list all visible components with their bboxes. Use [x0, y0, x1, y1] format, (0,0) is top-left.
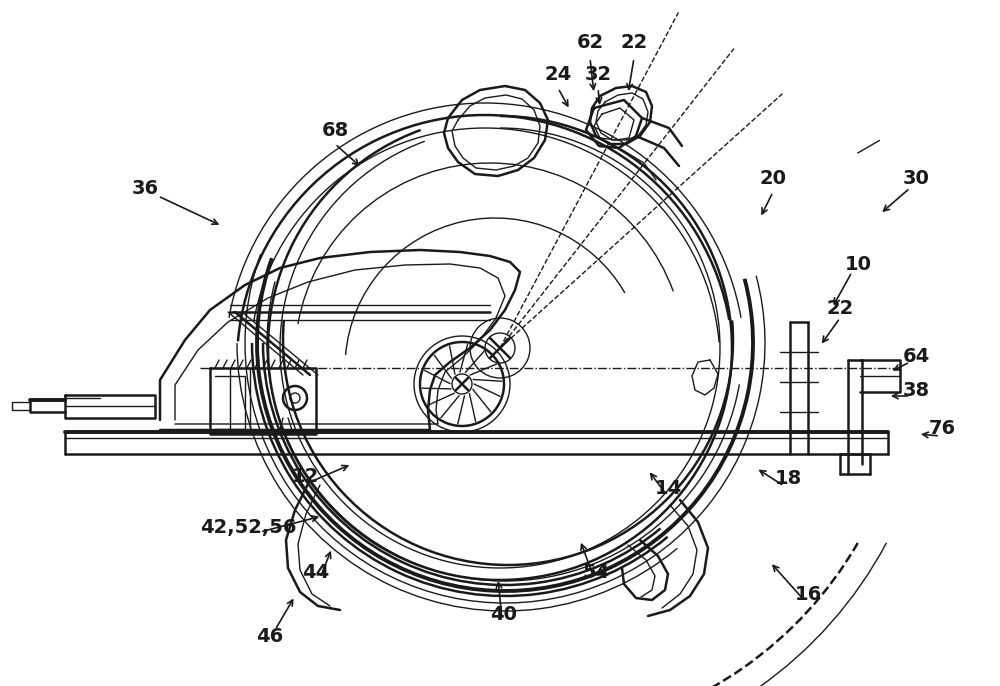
Text: 36: 36	[131, 178, 159, 198]
Text: 14: 14	[654, 479, 682, 497]
Text: 24: 24	[544, 65, 572, 84]
Text: 16: 16	[794, 584, 822, 604]
Text: 12: 12	[291, 466, 319, 486]
Text: 44: 44	[302, 563, 330, 582]
Text: 32: 32	[584, 65, 612, 84]
Text: 76: 76	[928, 418, 956, 438]
Text: 20: 20	[760, 169, 786, 187]
Text: 22: 22	[620, 32, 648, 51]
Text: 64: 64	[902, 346, 930, 366]
Text: 62: 62	[576, 32, 604, 51]
Text: 18: 18	[774, 469, 802, 488]
Text: 68: 68	[321, 121, 349, 139]
Text: 10: 10	[844, 255, 872, 274]
Text: 42,52,56: 42,52,56	[200, 519, 296, 538]
Text: 38: 38	[902, 381, 930, 399]
Text: 30: 30	[903, 169, 929, 187]
Text: 54: 54	[582, 563, 610, 582]
Text: 40: 40	[490, 604, 518, 624]
Text: 46: 46	[256, 626, 284, 646]
Text: 22: 22	[826, 298, 854, 318]
